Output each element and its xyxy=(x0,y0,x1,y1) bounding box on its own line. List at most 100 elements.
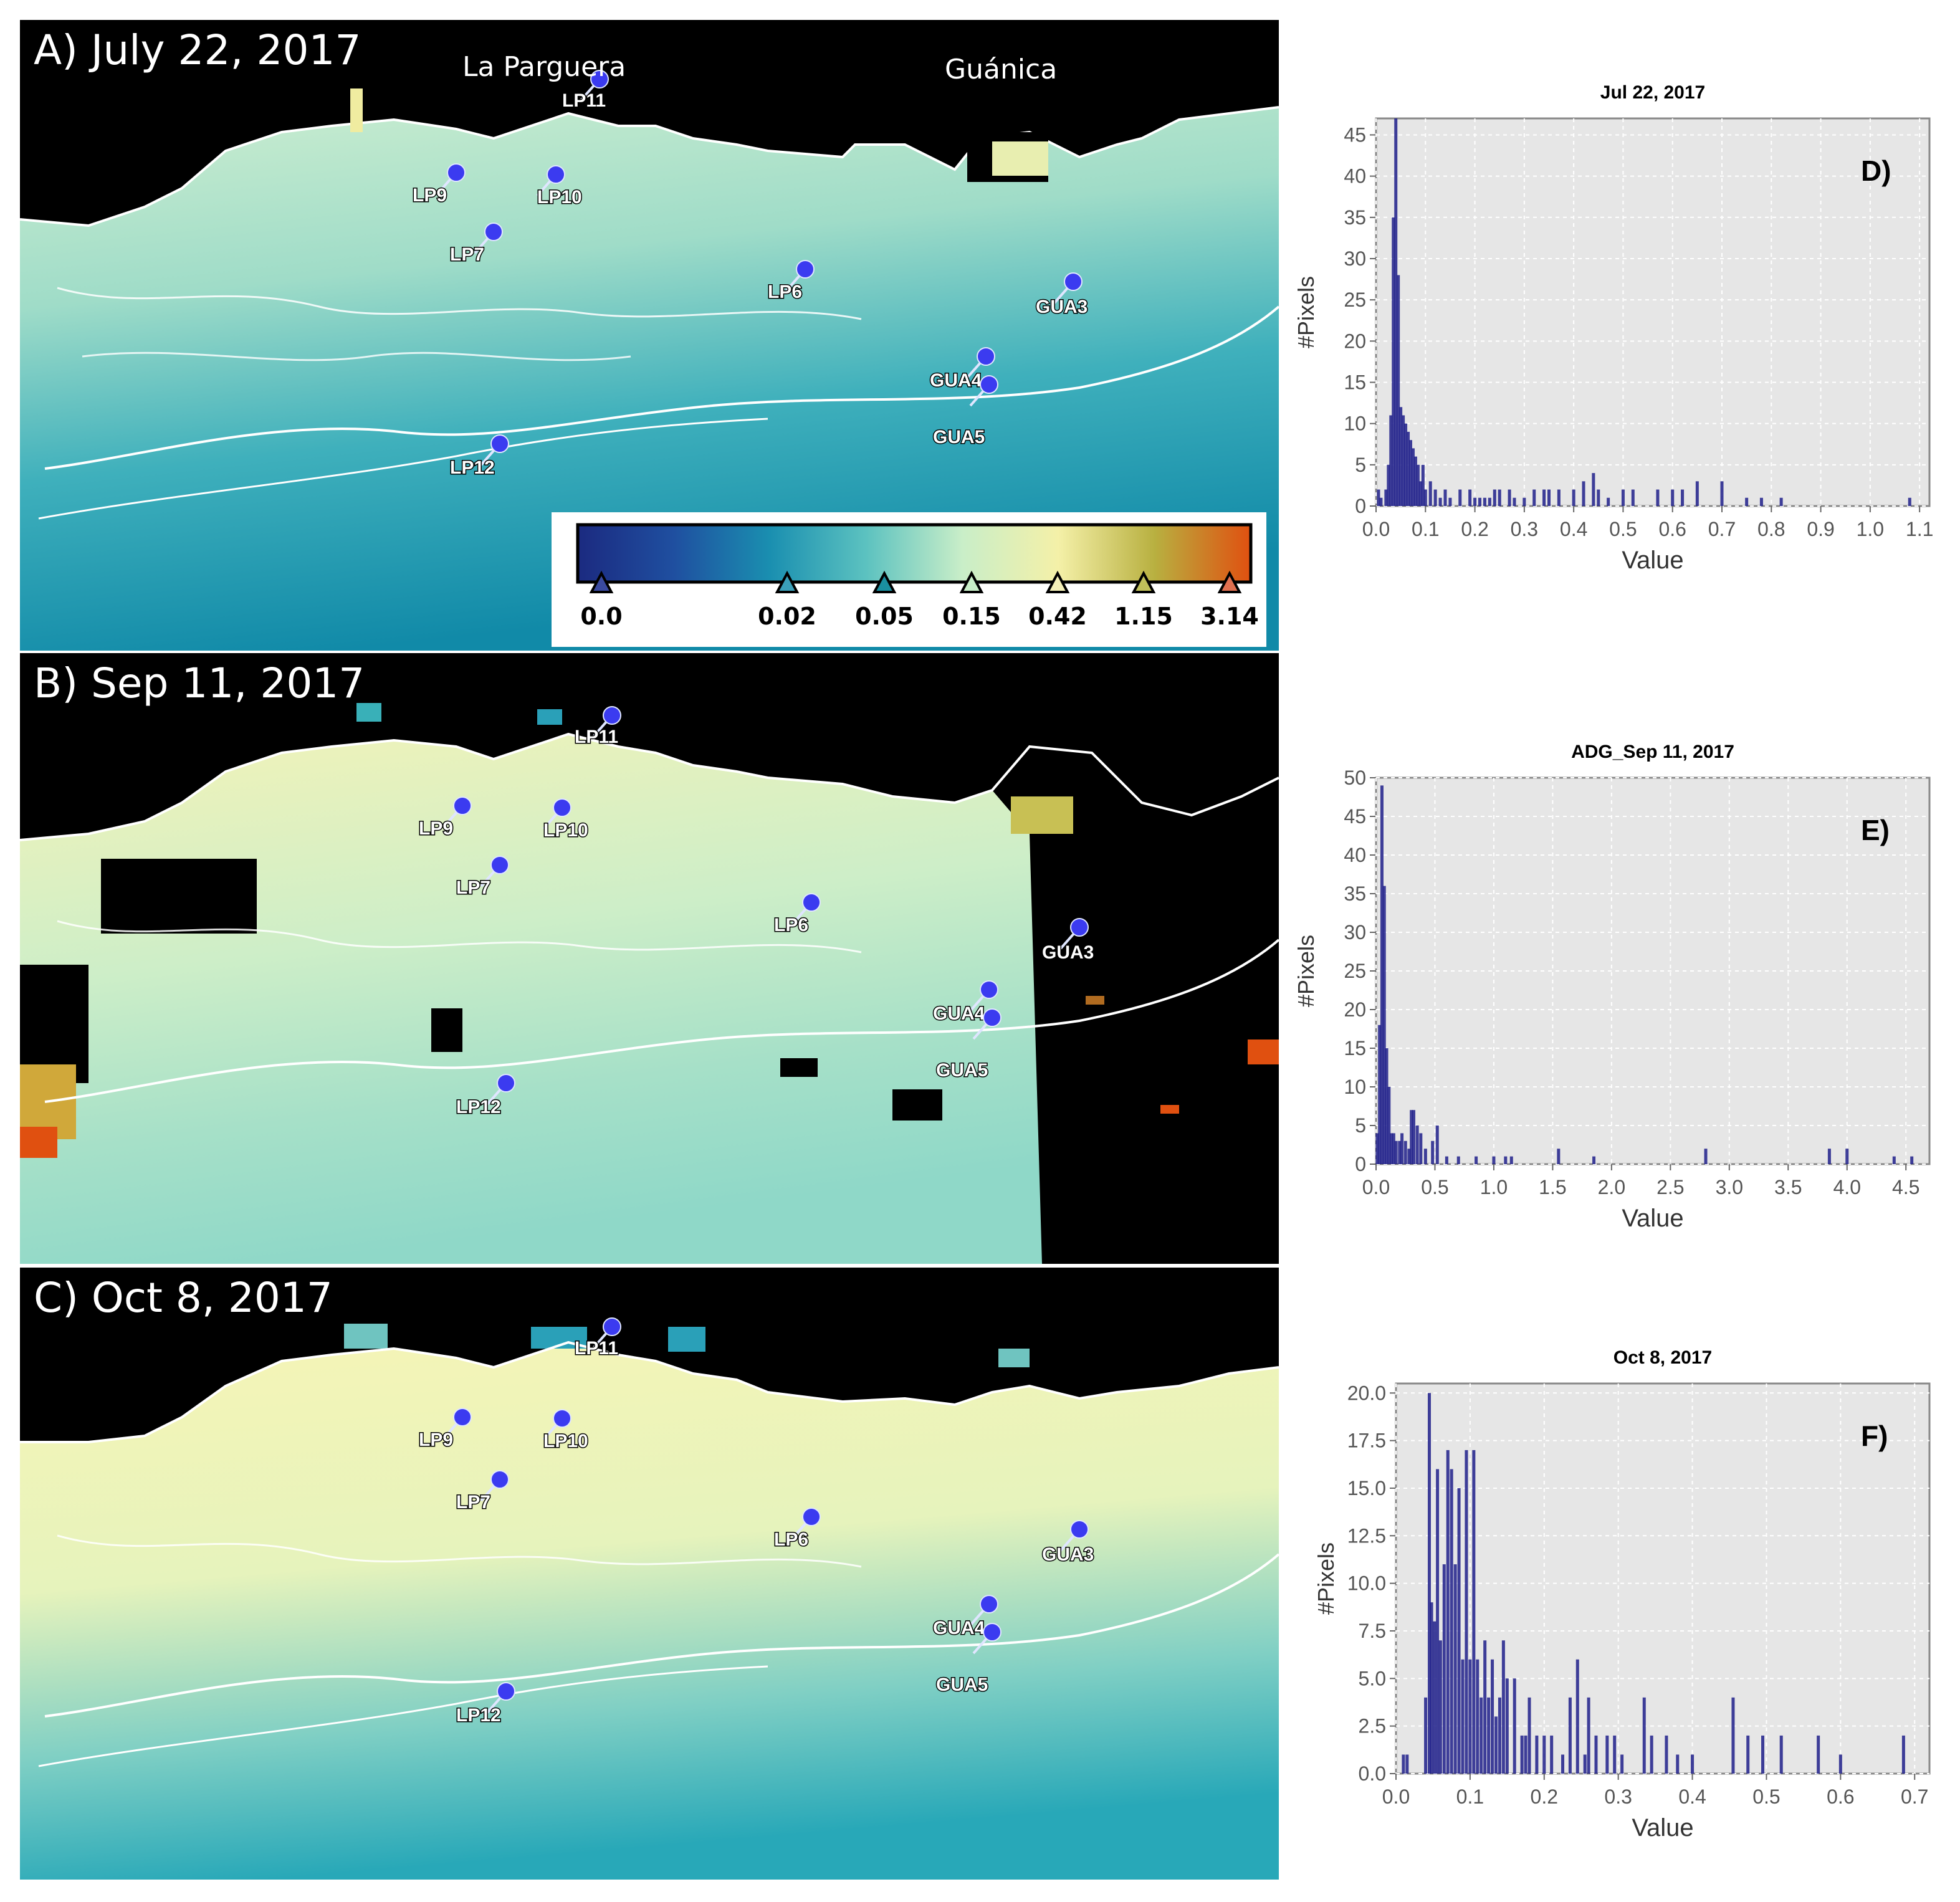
histogram-bar xyxy=(1461,1659,1465,1774)
histogram-bar xyxy=(1509,1156,1513,1164)
histogram-bar xyxy=(1650,1735,1653,1774)
histogram-bar xyxy=(1443,489,1447,506)
x-tick-label: 2.0 xyxy=(1598,1176,1625,1198)
water-patch xyxy=(20,1127,57,1158)
histogram-bar xyxy=(1385,1048,1389,1164)
water-patch xyxy=(1086,996,1104,1005)
y-tick-label: 5.0 xyxy=(1359,1667,1386,1689)
histogram-bar xyxy=(1568,1697,1572,1774)
histogram-bar xyxy=(1380,785,1384,1164)
water-patch xyxy=(992,141,1048,176)
water-patch xyxy=(356,703,381,722)
reef-outline xyxy=(57,1534,862,1568)
histogram-bar xyxy=(1594,1735,1598,1774)
marker-pin-head xyxy=(490,856,509,874)
histogram-bar xyxy=(1597,489,1600,506)
histogram-bar xyxy=(1433,489,1437,506)
histogram-bar xyxy=(1407,431,1410,506)
histogram-bar xyxy=(1542,1735,1546,1774)
histogram-bar xyxy=(1572,489,1575,506)
histogram-bar xyxy=(1901,1735,1905,1774)
histogram-bar xyxy=(1424,1697,1428,1774)
colorbar-legend: 0.0 0.02 0.05 0.15 0.42 1.15 3.14 xyxy=(552,512,1266,647)
histogram-bar xyxy=(1436,1469,1440,1774)
histogram-bar xyxy=(1438,497,1442,506)
x-tick-label: 0.2 xyxy=(1531,1785,1558,1808)
x-tick-label: 0.7 xyxy=(1901,1785,1928,1808)
histogram-bar xyxy=(1465,1450,1468,1774)
histogram-bar xyxy=(1404,423,1408,506)
histogram-bar xyxy=(1838,1754,1842,1774)
sea-area xyxy=(20,734,1042,1264)
histogram-bar xyxy=(1438,1640,1442,1774)
station-label: GUA4 xyxy=(933,1618,985,1638)
histogram-bar xyxy=(1746,1735,1750,1774)
histogram-bar xyxy=(1845,1149,1849,1164)
histogram-bar xyxy=(1483,1640,1487,1774)
y-tick-label: 40 xyxy=(1344,844,1366,866)
station-label: LP12 xyxy=(450,457,495,478)
coastline xyxy=(20,106,1279,227)
y-tick-label: 0.0 xyxy=(1359,1762,1386,1785)
station-marker-lp7: LP7 xyxy=(456,856,509,899)
histogram-bar xyxy=(1384,489,1388,506)
histogram-bar xyxy=(1779,1735,1783,1774)
histogram-bar xyxy=(1827,1149,1831,1164)
x-tick-label: 0.4 xyxy=(1678,1785,1706,1808)
station-label: GUA3 xyxy=(1036,297,1088,317)
station-label: LP12 xyxy=(456,1097,501,1117)
y-tick-label: 7.5 xyxy=(1359,1620,1386,1642)
y-tick-label: 10 xyxy=(1344,413,1366,435)
marker-pin-head xyxy=(1064,272,1083,291)
histogram-bar xyxy=(1390,1133,1394,1164)
station-label: GUA5 xyxy=(936,1060,988,1081)
station-marker-lp7: LP7 xyxy=(456,1470,509,1514)
map-panel-c: LP11 LP9 LP10 LP7 LP6 GUA3 GUA4 GUA5 LP12 C) Oct… xyxy=(20,1268,1279,1880)
histogram-bar xyxy=(1387,1087,1391,1164)
y-axis-label: #Pixels xyxy=(1293,935,1319,1007)
histogram-e: ADG_Sep 11, 2017 0 5 10 15 20 25 30 35 40 45 50 0.0 0… xyxy=(1284,723,1960,1240)
station-marker-gua4: GUA4 xyxy=(932,980,998,1025)
histogram-bar xyxy=(1704,1149,1708,1164)
histogram-bar xyxy=(1416,464,1420,506)
histogram-bar xyxy=(1389,415,1393,506)
histogram-bar xyxy=(1613,1735,1617,1774)
histogram-bar xyxy=(1419,1133,1423,1164)
station-label: GUA5 xyxy=(933,427,985,447)
coastline xyxy=(20,1340,1279,1443)
x-tick-label: 0.3 xyxy=(1604,1785,1632,1808)
marker-pin-head xyxy=(1070,1520,1089,1539)
station-label: LP10 xyxy=(543,820,588,841)
histogram-bar xyxy=(1527,1697,1531,1774)
histogram-bar xyxy=(1908,497,1911,506)
histogram-bar xyxy=(1779,497,1783,506)
colorbar-tick-label: 0.0 xyxy=(580,603,622,630)
colorbar-tick-marker xyxy=(775,570,800,593)
x-tick-label: 0.5 xyxy=(1421,1176,1448,1198)
colorbar-tick-label: 3.14 xyxy=(1200,603,1259,630)
x-tick-label: 3.5 xyxy=(1774,1176,1802,1198)
histogram-bar xyxy=(1435,1125,1439,1164)
y-tick-label: 20 xyxy=(1344,330,1366,352)
histogram-bar xyxy=(1480,1697,1483,1774)
station-marker-lp11: LP11 xyxy=(574,1317,621,1360)
x-axis-label: Value xyxy=(1632,1814,1693,1842)
station-label: LP9 xyxy=(413,185,447,206)
x-axis-label: Value xyxy=(1622,1205,1683,1232)
marker-pin-head xyxy=(796,260,815,279)
x-tick-label: 0.4 xyxy=(1560,518,1587,540)
y-tick-label: 15 xyxy=(1344,1037,1366,1059)
histogram-bar xyxy=(1394,118,1398,506)
y-tick-label: 5 xyxy=(1355,454,1366,476)
histogram-bar xyxy=(1431,1140,1435,1164)
histogram-bar xyxy=(1557,1149,1561,1164)
histogram-bar xyxy=(1398,1140,1402,1164)
water-patch xyxy=(1160,1105,1179,1114)
marker-pin-head xyxy=(603,1317,621,1336)
x-tick-label: 1.1 xyxy=(1906,518,1933,540)
histogram-bar xyxy=(1557,489,1561,506)
y-axis-label: #Pixels xyxy=(1293,276,1319,348)
histogram-bar xyxy=(1607,497,1610,506)
histogram-bar xyxy=(1448,497,1452,506)
x-tick-label: 4.5 xyxy=(1892,1176,1919,1198)
